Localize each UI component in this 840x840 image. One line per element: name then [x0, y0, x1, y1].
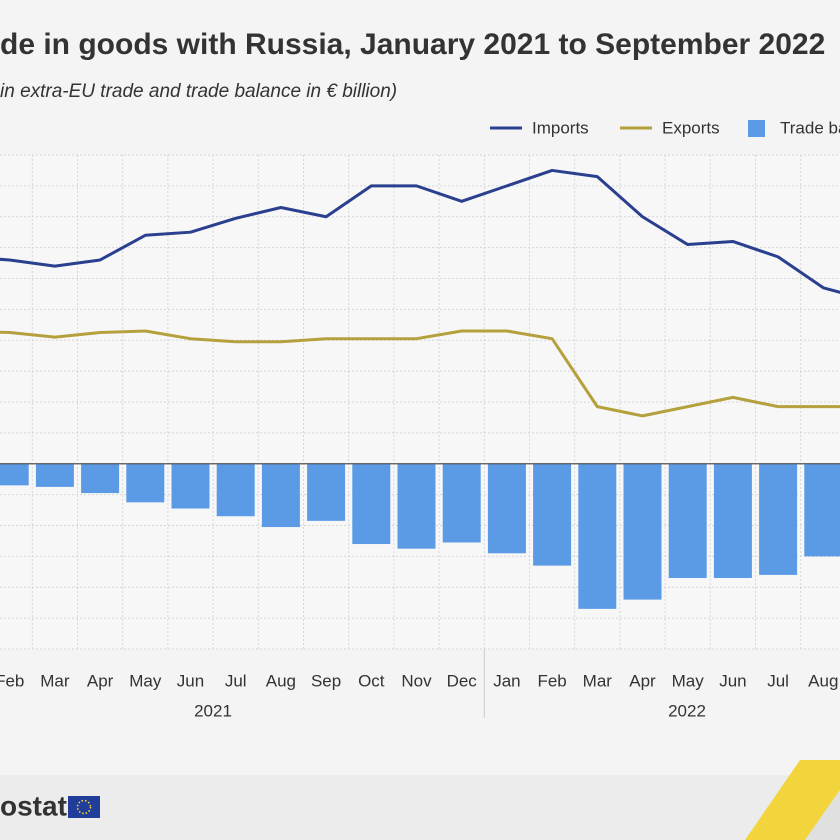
bar: [0, 463, 29, 486]
bar: [261, 463, 300, 528]
x-tick-label: Nov: [401, 671, 432, 690]
bar: [804, 463, 840, 557]
bar: [216, 463, 255, 517]
legend-label: Trade ba: [780, 118, 840, 137]
legend-label: Imports: [532, 118, 589, 137]
chart-title: de in goods with Russia, January 2021 to…: [0, 28, 825, 61]
bar: [81, 463, 120, 494]
x-tick-label: Mar: [40, 671, 70, 690]
x-tick-label: Oct: [358, 671, 385, 690]
eu-flag: [68, 796, 100, 818]
x-tick-label: Apr: [87, 671, 114, 690]
bar: [307, 463, 346, 521]
line: [0, 329, 840, 418]
bar: [713, 463, 752, 578]
year-label: 2022: [668, 701, 706, 720]
x-tick-label: Aug: [808, 671, 838, 690]
bar: [533, 463, 572, 566]
chart-subtitle: in extra-EU trade and trade balance in €…: [0, 81, 397, 102]
legend-swatch: [748, 120, 765, 137]
bar: [759, 463, 798, 575]
bar: [578, 463, 617, 609]
bar: [623, 463, 662, 600]
decoration: [745, 760, 840, 840]
x-tick-label: Feb: [537, 671, 566, 690]
bar: [35, 463, 74, 487]
bar: [442, 463, 481, 543]
x-tick-label: Aug: [266, 671, 296, 690]
decoration: [805, 790, 840, 840]
bar: [126, 463, 165, 503]
x-tick-label: Feb: [0, 671, 24, 690]
x-tick-label: Jul: [225, 671, 247, 690]
x-tick-label: Jan: [493, 671, 520, 690]
x-tick-label: Mar: [583, 671, 613, 690]
footer-band: [0, 775, 840, 840]
x-tick-label: Sep: [311, 671, 341, 690]
x-tick-label: Jun: [177, 671, 204, 690]
legend-label: Exports: [662, 118, 720, 137]
bar: [397, 463, 436, 549]
x-tick-label: Apr: [629, 671, 656, 690]
x-tick-label: Dec: [447, 671, 478, 690]
x-tick-label: Jun: [719, 671, 746, 690]
bar: [352, 463, 391, 545]
year-label: 2021: [194, 701, 232, 720]
x-tick-label: May: [129, 671, 162, 690]
line: [0, 168, 840, 294]
x-tick-label: May: [672, 671, 705, 690]
bar: [668, 463, 707, 578]
x-tick-label: Jul: [767, 671, 789, 690]
bar: [487, 463, 526, 554]
bar: [171, 463, 210, 509]
source-logo: ostat: [0, 790, 67, 821]
